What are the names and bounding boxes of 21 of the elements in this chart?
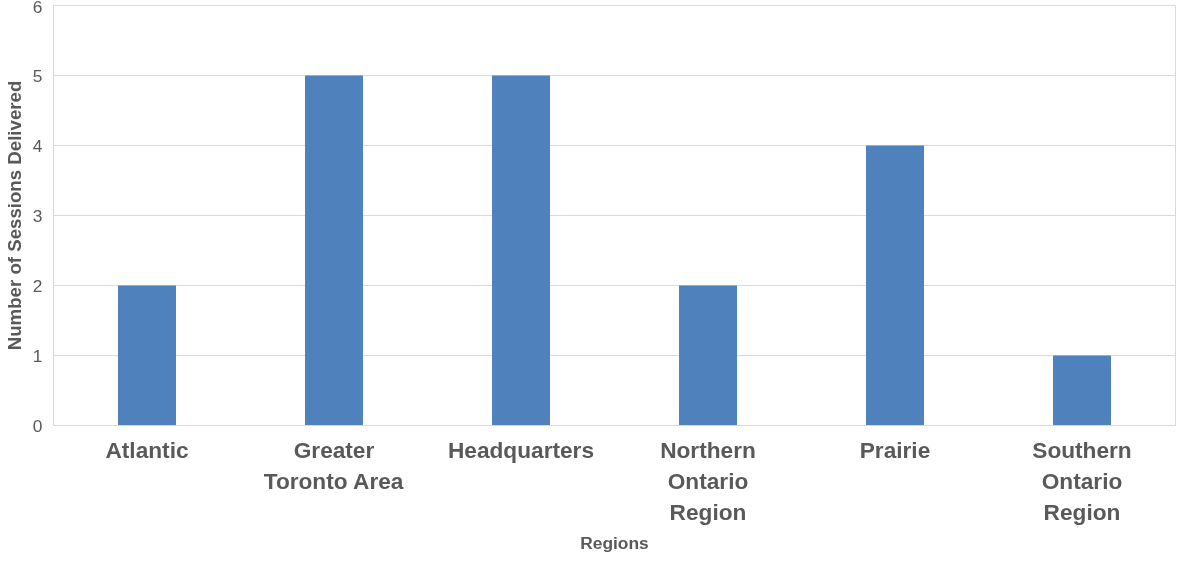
x-tick-label: Greater Toronto Area xyxy=(263,436,404,494)
x-tick-label: Prairie xyxy=(859,436,931,463)
bar xyxy=(305,75,363,426)
bar xyxy=(866,145,924,426)
y-tick-label: 6 xyxy=(32,0,43,17)
y-tick-label: 3 xyxy=(32,205,43,226)
y-tick-label: 1 xyxy=(32,345,43,366)
bar xyxy=(679,285,737,426)
x-tick-label: Southern Ontario Region xyxy=(1032,436,1132,525)
y-tick-label: 0 xyxy=(32,415,43,436)
y-tick-label: 5 xyxy=(32,65,43,86)
x-tick-label: Northern Ontario Region xyxy=(660,436,756,525)
y-axis-title: Number of Sessions Delivered xyxy=(3,80,25,351)
bar xyxy=(1053,355,1111,426)
x-tick-label: Headquarters xyxy=(447,436,595,463)
y-tick-label: 2 xyxy=(32,275,43,296)
x-axis-title: Regions xyxy=(580,532,649,553)
bar xyxy=(118,285,176,426)
x-tick-label: Atlantic xyxy=(105,436,189,463)
y-tick-label: 4 xyxy=(32,135,43,156)
bar xyxy=(492,75,550,426)
